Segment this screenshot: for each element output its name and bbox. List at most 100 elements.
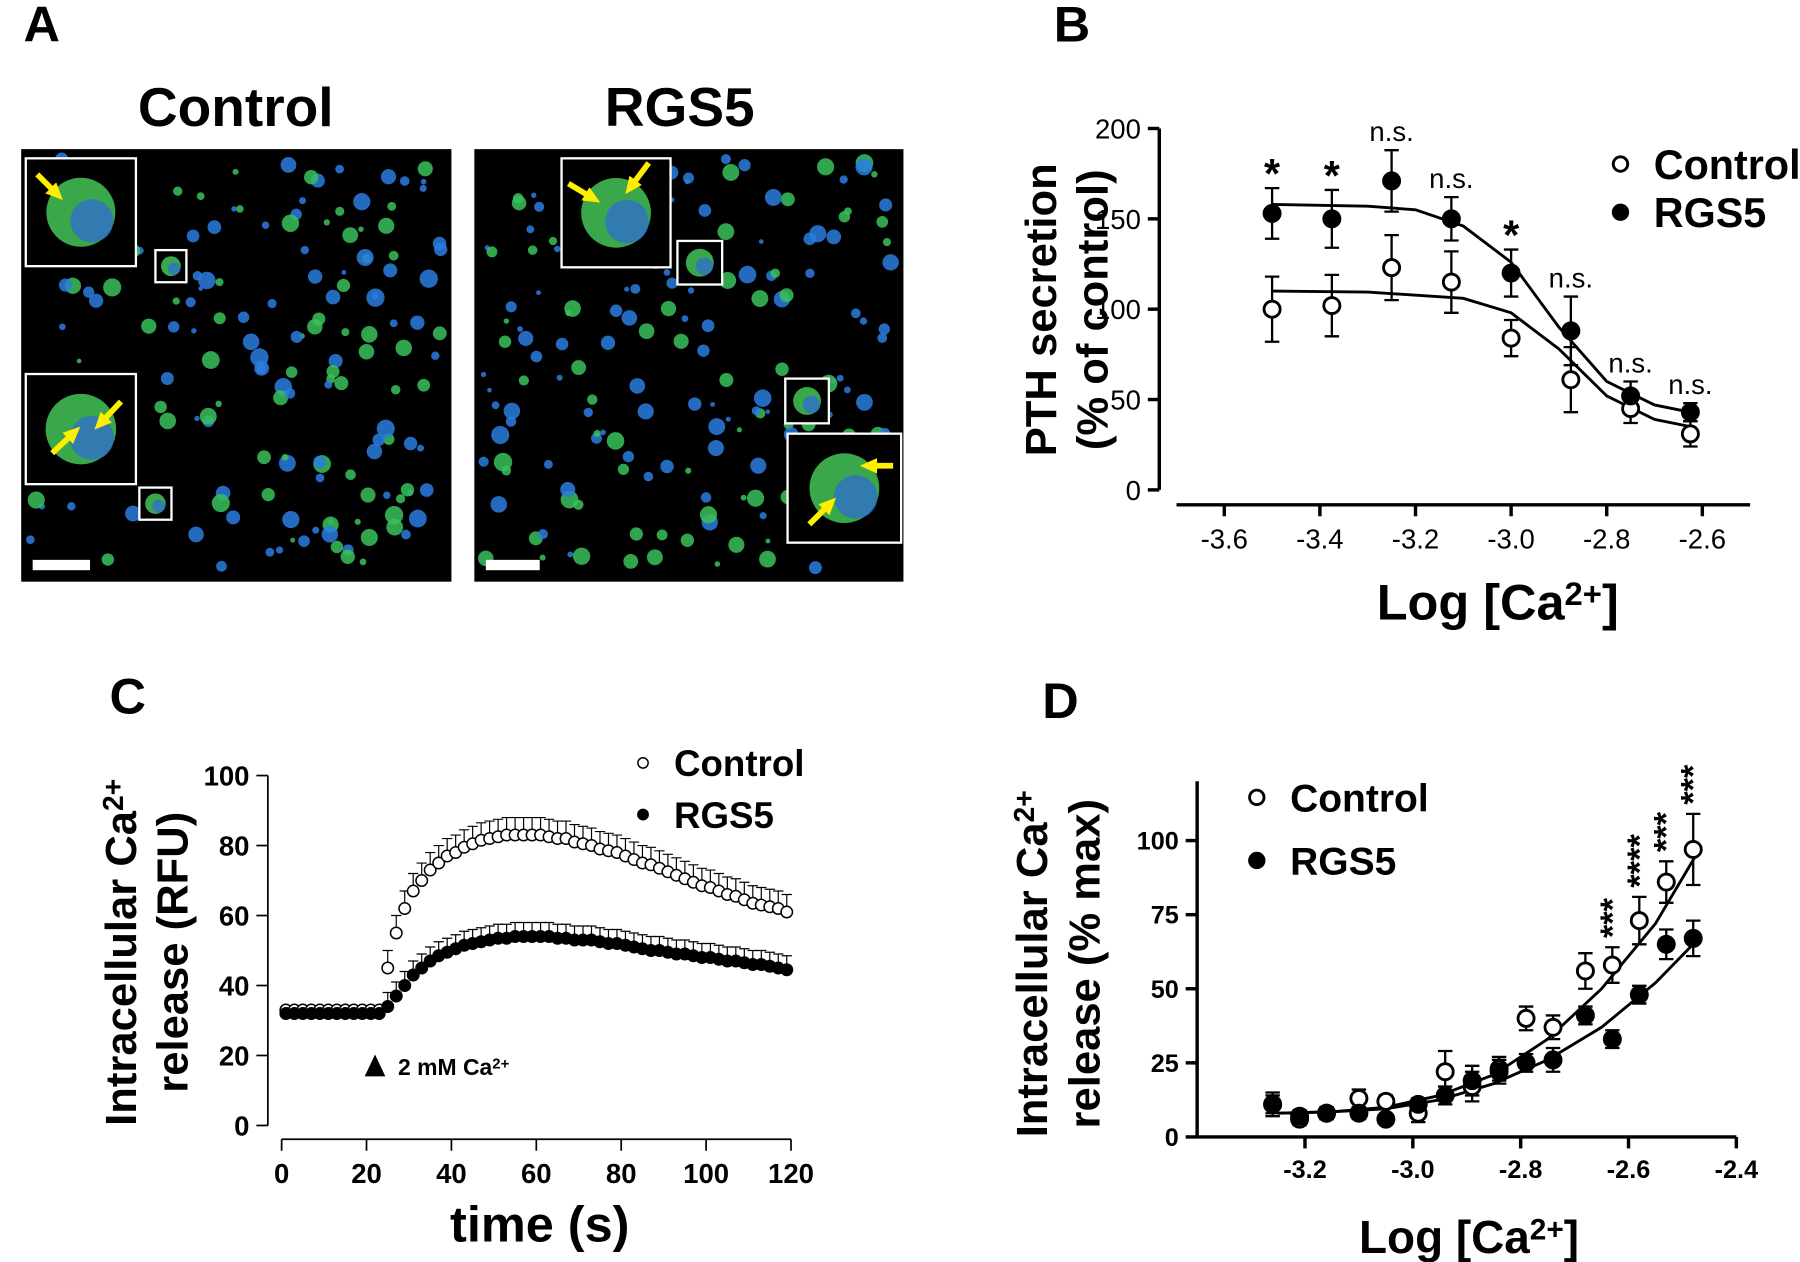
cell xyxy=(285,366,298,378)
cell xyxy=(389,319,398,328)
data-point xyxy=(1561,321,1581,341)
cell xyxy=(432,326,447,341)
legend-marker xyxy=(1248,788,1266,807)
data-point xyxy=(398,902,412,916)
cell xyxy=(231,206,237,212)
cell xyxy=(600,429,606,436)
x-axis-label: time (s) xyxy=(450,1195,629,1252)
data-point xyxy=(1349,1103,1369,1123)
cell xyxy=(201,351,220,369)
significance: * xyxy=(1324,153,1341,199)
y-axis-label: Intracellular Ca2+ xyxy=(98,779,146,1126)
cell xyxy=(173,186,183,196)
data-point xyxy=(1656,872,1676,892)
arrow-head xyxy=(581,187,601,203)
cell xyxy=(281,214,300,232)
legend-marker xyxy=(637,808,649,821)
cell xyxy=(710,402,716,407)
cell xyxy=(395,494,406,504)
cell xyxy=(192,270,203,281)
cell xyxy=(340,549,355,564)
cell xyxy=(191,328,197,334)
cell xyxy=(280,157,297,173)
cell xyxy=(714,561,721,567)
cell xyxy=(417,378,431,392)
cell xyxy=(188,526,204,543)
cell xyxy=(58,278,72,292)
annotation: 2 mM Ca2+ xyxy=(398,1054,510,1080)
cell xyxy=(505,301,517,313)
arrow-head xyxy=(45,182,63,201)
data-point xyxy=(1575,1005,1595,1025)
cell xyxy=(341,270,347,275)
cell xyxy=(498,335,512,348)
y-tick-label: 60 xyxy=(219,900,250,931)
x-tick-label: 40 xyxy=(436,1158,467,1189)
data-point xyxy=(780,905,794,919)
cell xyxy=(637,403,654,420)
cell xyxy=(746,489,765,507)
cell xyxy=(643,471,654,482)
cell xyxy=(708,418,726,436)
cell xyxy=(323,219,330,226)
inset-frame xyxy=(560,157,672,269)
legend-label: RGS5 xyxy=(674,795,774,836)
cell xyxy=(356,248,374,267)
data-point xyxy=(1543,1050,1563,1070)
cell xyxy=(560,482,576,498)
panel-label: A xyxy=(23,0,59,52)
x-axis-label-text: ] xyxy=(1602,574,1619,631)
cell xyxy=(736,427,742,433)
cell xyxy=(480,371,487,378)
cell xyxy=(361,326,378,343)
cell xyxy=(387,201,397,211)
cell xyxy=(172,297,180,305)
cell xyxy=(882,238,892,247)
cell xyxy=(490,496,508,513)
data-point xyxy=(415,874,429,888)
cell xyxy=(141,318,157,334)
y-axis-label-sup: 2+ xyxy=(1009,790,1041,822)
cell xyxy=(518,330,534,347)
data-point xyxy=(1435,1062,1455,1082)
y-tick-label: 100 xyxy=(1095,294,1141,325)
data-point xyxy=(1435,1085,1455,1105)
x-tick-label: -2.8 xyxy=(1583,523,1630,554)
cell xyxy=(699,506,718,524)
cell xyxy=(751,406,761,416)
data-point xyxy=(1680,402,1700,422)
x-tick-label: 80 xyxy=(606,1158,637,1189)
cell xyxy=(103,278,122,297)
cell xyxy=(26,535,35,544)
inset-frame xyxy=(138,486,173,521)
cell xyxy=(759,512,767,520)
significance: * xyxy=(1503,213,1520,259)
cell xyxy=(876,216,889,228)
y-tick-label: 80 xyxy=(219,830,250,861)
cell xyxy=(856,393,873,411)
cell xyxy=(376,419,395,438)
cell xyxy=(871,171,878,178)
cell xyxy=(196,192,205,201)
cell xyxy=(758,239,764,244)
cell xyxy=(850,308,861,319)
legend-label: RGS5 xyxy=(1290,840,1396,883)
cell xyxy=(722,163,740,181)
x-tick-label: -2.6 xyxy=(1607,1156,1650,1184)
data-point xyxy=(1516,1008,1536,1028)
cell xyxy=(536,290,541,296)
cell xyxy=(621,310,638,326)
x-axis-label-text: ] xyxy=(1564,1211,1579,1262)
nucleus xyxy=(70,199,114,243)
significance: n.s. xyxy=(1549,262,1593,293)
cell xyxy=(315,473,325,483)
cell xyxy=(281,453,289,461)
panel-label: C xyxy=(110,668,146,725)
cell xyxy=(336,278,351,293)
scale-bar xyxy=(485,559,540,571)
cell xyxy=(341,328,350,337)
cell xyxy=(384,505,404,525)
inset-frame xyxy=(24,157,138,268)
